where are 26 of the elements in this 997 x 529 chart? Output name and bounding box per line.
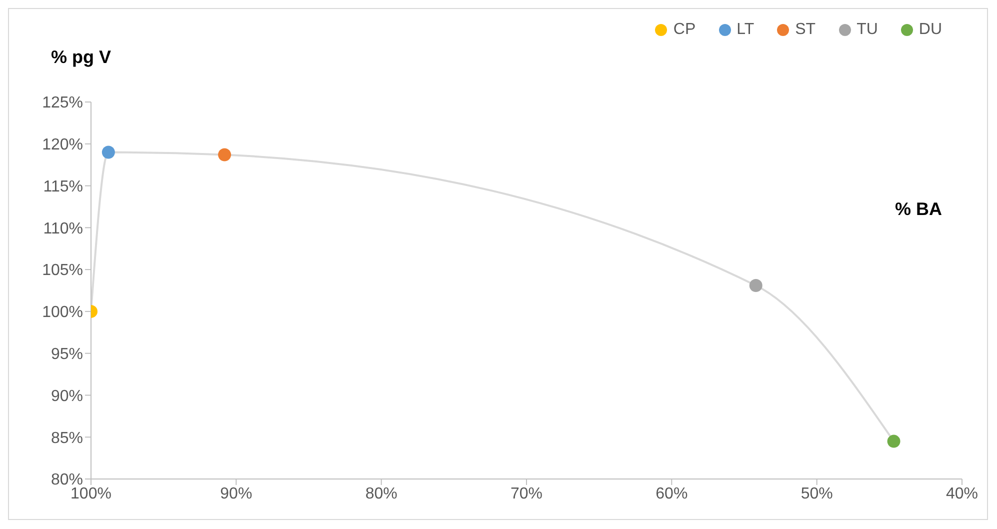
x-tick-label: 90% xyxy=(220,485,252,502)
point xyxy=(102,146,115,159)
point xyxy=(749,278,762,292)
y-tick-label: 110% xyxy=(43,220,83,238)
legend-label: LT xyxy=(736,21,754,39)
y-axis-title: % pg V xyxy=(51,47,112,68)
legend-label: TU xyxy=(856,21,878,39)
y-tick-label: 85% xyxy=(50,430,83,447)
x-tick-label: 40% xyxy=(946,485,978,502)
point xyxy=(887,434,900,448)
legend-label: DU xyxy=(918,21,942,39)
x-tick-label: 50% xyxy=(800,485,833,502)
x-tick-label: 80% xyxy=(365,485,398,502)
y-tick-label: 90% xyxy=(50,388,83,405)
x-axis-title: % BA xyxy=(894,199,942,220)
y-tick-label: 125% xyxy=(42,94,83,112)
y-tick-label: 95% xyxy=(50,346,83,364)
x-tick-label: 70% xyxy=(510,485,543,502)
y-tick-label: 100% xyxy=(42,304,83,322)
legend-label: ST xyxy=(794,21,816,39)
y-tick-label: 120% xyxy=(42,136,83,154)
point xyxy=(218,148,232,162)
legend-label: CP xyxy=(672,21,696,39)
x-tick-label: 60% xyxy=(656,485,688,502)
y-tick-label: 115% xyxy=(43,178,83,196)
y-tick-label: 105% xyxy=(42,262,83,280)
